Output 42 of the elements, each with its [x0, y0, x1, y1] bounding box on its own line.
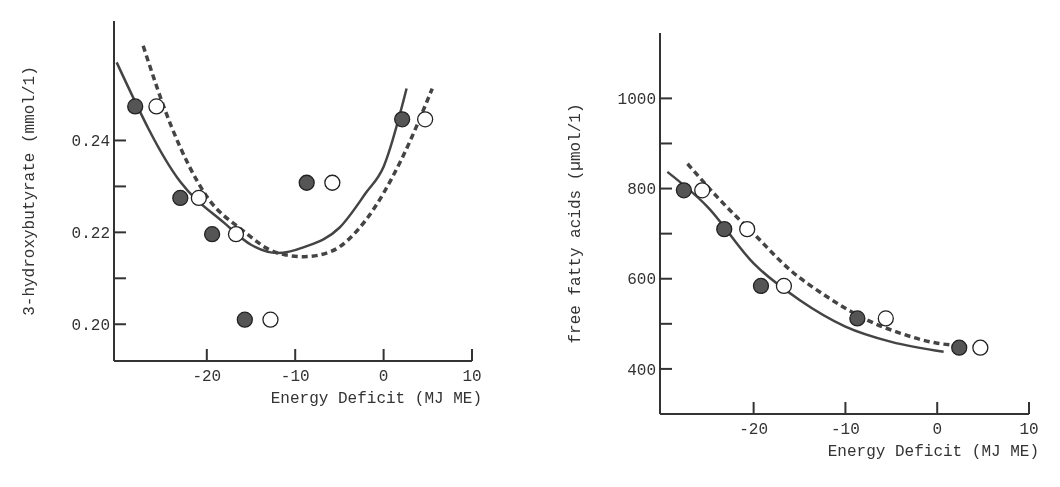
point	[236, 311, 253, 328]
y-axis-title: free fatty acids (µmol/1)	[567, 103, 585, 344]
x-tick-label: 10	[462, 368, 482, 386]
x-tick-label: -10	[280, 368, 310, 386]
point	[849, 310, 866, 327]
x-axis-title: Energy Deficit (MJ ME)	[827, 443, 1039, 461]
x-tick-label: -20	[192, 368, 222, 386]
point	[298, 174, 315, 191]
point	[227, 226, 245, 243]
point	[694, 182, 711, 199]
point	[148, 98, 165, 115]
point	[752, 277, 770, 295]
point	[190, 189, 208, 207]
point	[127, 98, 144, 115]
point	[877, 310, 894, 327]
y-tick-label: 0.20	[71, 316, 110, 335]
point	[775, 277, 793, 295]
point	[203, 226, 221, 243]
point	[972, 339, 989, 356]
y-axis-title: 3-hydroxybutyrate (mmol/1)	[21, 66, 39, 316]
point	[716, 220, 733, 238]
x-tick-label: -10	[831, 421, 860, 439]
line-series	[666, 170, 945, 354]
point	[172, 189, 189, 207]
y-tick-label: 400	[627, 361, 656, 380]
x-tick-label: 0	[378, 368, 389, 386]
point	[675, 182, 693, 199]
point	[262, 311, 279, 328]
point	[739, 220, 756, 238]
y-tick-label: 1000	[617, 90, 656, 109]
x-tick-label: -20	[739, 421, 769, 439]
y-tick-label: 600	[627, 271, 656, 290]
y-tick-label: 800	[627, 181, 656, 200]
point	[324, 174, 341, 191]
x-tick-label: 10	[1019, 421, 1039, 439]
y-tick-label: 0.22	[71, 224, 110, 243]
x-axis-title: Energy Deficit (MJ ME)	[270, 390, 482, 408]
y-tick-label: 0.24	[71, 133, 110, 152]
point	[417, 111, 434, 128]
x-tick-label: 0	[932, 421, 943, 439]
point	[951, 339, 968, 356]
point	[394, 111, 411, 128]
